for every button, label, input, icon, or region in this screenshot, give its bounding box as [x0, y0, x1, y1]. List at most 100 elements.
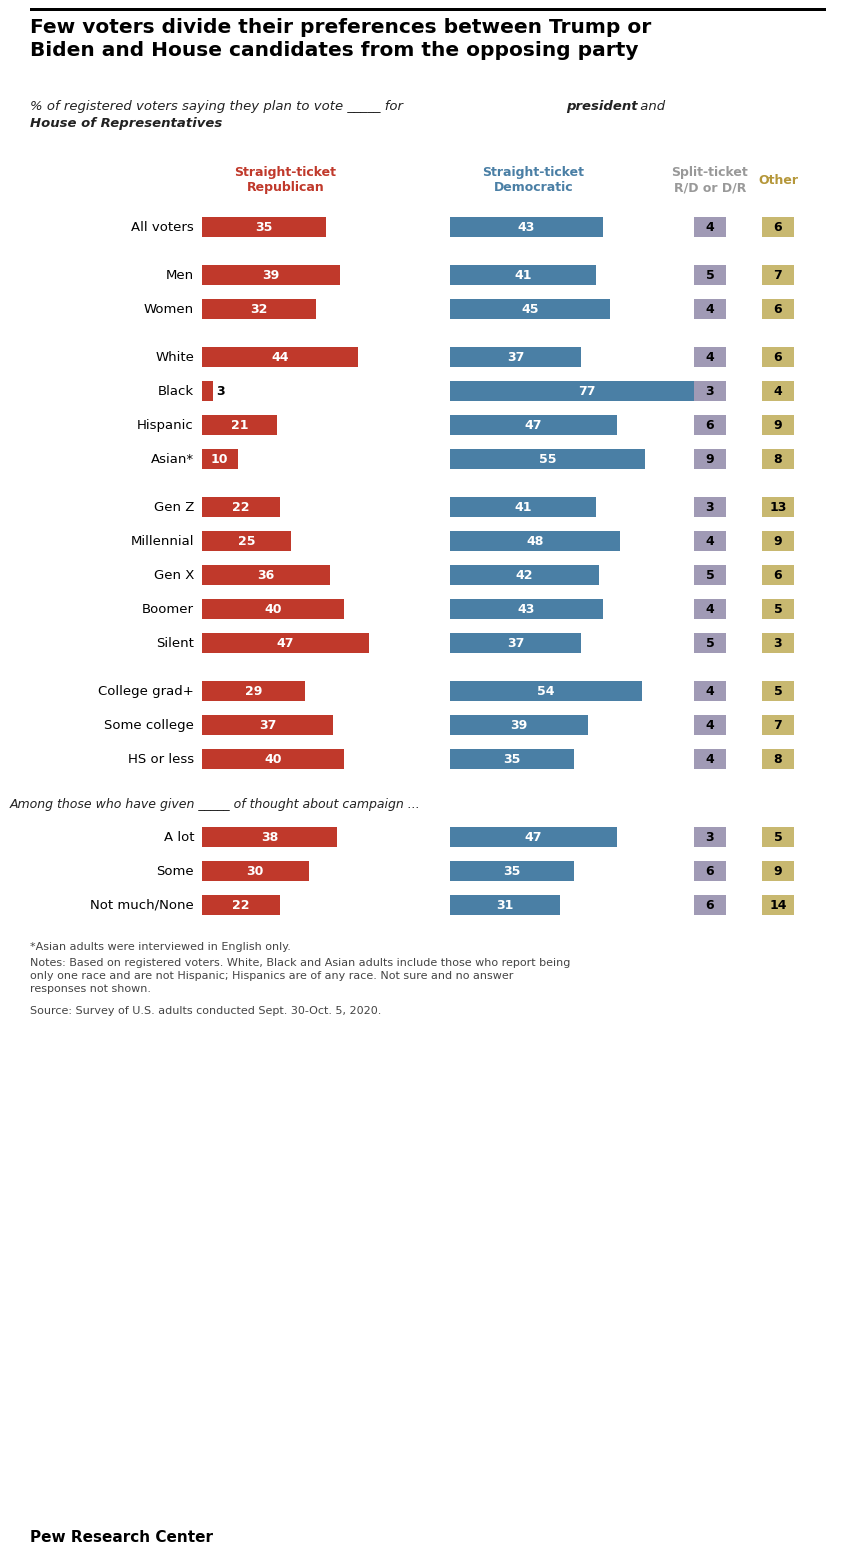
Text: Some: Some	[157, 865, 194, 877]
Bar	[450, 598, 602, 619]
Text: 4: 4	[706, 753, 714, 765]
Text: 43: 43	[518, 603, 535, 615]
Text: Women: Women	[144, 302, 194, 316]
Bar	[694, 862, 726, 880]
Text: 36: 36	[257, 569, 274, 581]
Text: 6: 6	[774, 569, 783, 581]
Bar	[450, 414, 617, 435]
Text: 8: 8	[774, 452, 783, 466]
Text: 3: 3	[217, 385, 225, 397]
Text: 29: 29	[244, 684, 262, 698]
Bar	[694, 894, 726, 915]
Bar	[202, 715, 333, 735]
Bar	[694, 681, 726, 701]
Text: 55: 55	[539, 452, 557, 466]
Bar	[762, 531, 794, 552]
Text: 22: 22	[233, 500, 250, 514]
Bar	[202, 894, 280, 915]
Text: 41: 41	[514, 500, 531, 514]
Text: 3: 3	[774, 637, 783, 650]
Text: 21: 21	[230, 419, 248, 432]
Bar	[450, 715, 589, 735]
Text: Straight-ticket
Republican: Straight-ticket Republican	[234, 165, 337, 195]
Text: 42: 42	[516, 569, 533, 581]
Text: 5: 5	[773, 603, 783, 615]
Text: Gen Z: Gen Z	[154, 500, 194, 514]
Text: 9: 9	[774, 534, 783, 547]
Bar	[202, 497, 280, 517]
Bar	[202, 299, 316, 319]
Bar	[202, 217, 327, 237]
Bar	[450, 862, 574, 880]
Text: Gen X: Gen X	[154, 569, 194, 581]
Bar	[694, 497, 726, 517]
Text: Pew Research Center: Pew Research Center	[30, 1530, 213, 1546]
Text: All voters: All voters	[131, 221, 194, 234]
Bar	[694, 382, 726, 400]
Text: 47: 47	[277, 637, 294, 650]
Bar	[202, 566, 330, 584]
Text: 5: 5	[706, 569, 714, 581]
Bar	[202, 382, 212, 400]
Bar	[202, 598, 344, 619]
Text: Black: Black	[158, 385, 194, 397]
Bar	[450, 265, 596, 285]
Bar	[762, 749, 794, 770]
Bar	[694, 633, 726, 653]
Text: 40: 40	[264, 603, 282, 615]
Text: 48: 48	[526, 534, 544, 547]
Bar	[762, 449, 794, 469]
Text: 3: 3	[706, 830, 714, 843]
Text: Men: Men	[166, 268, 194, 282]
Text: College grad+: College grad+	[98, 684, 194, 698]
Bar	[450, 894, 560, 915]
Bar	[694, 347, 726, 368]
Text: 41: 41	[514, 268, 531, 282]
Text: 9: 9	[774, 865, 783, 877]
Text: 35: 35	[255, 221, 272, 234]
Bar	[30, 8, 826, 11]
Text: HS or less: HS or less	[128, 753, 194, 765]
Text: 6: 6	[706, 899, 714, 911]
Text: 4: 4	[706, 534, 714, 547]
Text: *Asian adults were interviewed in English only.: *Asian adults were interviewed in Englis…	[30, 943, 291, 952]
Text: 4: 4	[706, 684, 714, 698]
Text: Not much/None: Not much/None	[91, 899, 194, 911]
Bar	[202, 265, 340, 285]
Text: A lot: A lot	[163, 830, 194, 843]
Text: 9: 9	[774, 419, 783, 432]
Bar	[202, 531, 291, 552]
Bar	[762, 217, 794, 237]
Text: Hispanic: Hispanic	[137, 419, 194, 432]
Bar	[202, 633, 369, 653]
Bar	[694, 598, 726, 619]
Text: 4: 4	[706, 351, 714, 363]
Text: 7: 7	[773, 718, 783, 732]
Text: 44: 44	[272, 351, 288, 363]
Text: 6: 6	[774, 302, 783, 316]
Bar	[762, 894, 794, 915]
Text: Straight-ticket
Democratic: Straight-ticket Democratic	[482, 165, 585, 195]
Text: 5: 5	[773, 830, 783, 843]
Text: 3: 3	[706, 500, 714, 514]
Text: 25: 25	[238, 534, 255, 547]
Text: Other: Other	[758, 173, 798, 187]
Text: 6: 6	[774, 351, 783, 363]
Text: Boomer: Boomer	[142, 603, 194, 615]
Text: Few voters divide their preferences between Trump or
Biden and House candidates : Few voters divide their preferences betw…	[30, 19, 651, 59]
Text: Some college: Some college	[104, 718, 194, 732]
Bar	[762, 299, 794, 319]
Text: 35: 35	[503, 753, 521, 765]
Text: White: White	[155, 351, 194, 363]
Text: 6: 6	[774, 221, 783, 234]
Text: 37: 37	[507, 351, 525, 363]
Text: 5: 5	[773, 684, 783, 698]
Bar	[694, 217, 726, 237]
Bar	[450, 566, 599, 584]
Text: 35: 35	[503, 865, 521, 877]
Bar	[450, 347, 581, 368]
Bar	[202, 681, 305, 701]
Text: 6: 6	[706, 419, 714, 432]
Text: 77: 77	[578, 385, 596, 397]
Text: 39: 39	[262, 268, 280, 282]
